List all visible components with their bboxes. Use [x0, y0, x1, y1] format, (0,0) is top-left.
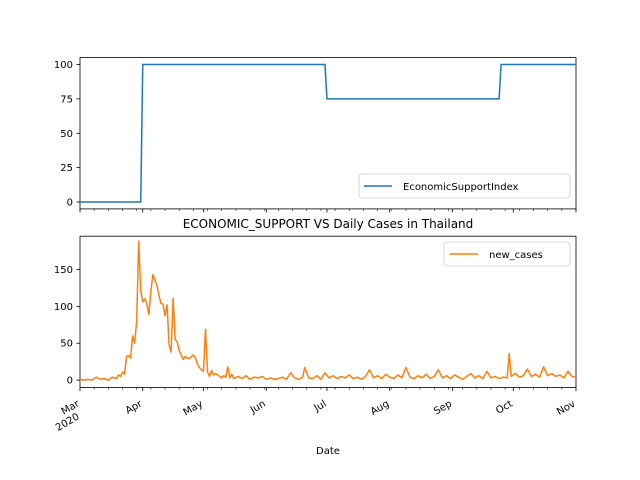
top-y-tick-label: 25: [60, 163, 73, 174]
top-x-axis: [79, 208, 577, 213]
bottom-y-tick-label: 100: [54, 302, 73, 313]
top-y-tick-label: 50: [60, 129, 73, 140]
top-legend-label: EconomicSupportIndex: [403, 182, 519, 193]
chart-title: ECONOMIC_SUPPORT VS Daily Cases in Thail…: [183, 217, 474, 231]
top-legend: EconomicSupportIndex: [358, 173, 571, 199]
bottom-legend-box: [443, 241, 571, 267]
economic-support-panel: 0 25 50 75 100 EconomicSupportIndex: [54, 57, 577, 213]
top-y-tick-label: 0: [67, 198, 73, 209]
bottom-axes-frame: [79, 235, 577, 388]
top-y-tick-label: 75: [60, 94, 73, 105]
bottom-y-tick-label: 150: [54, 265, 73, 276]
bottom-y-tick-label: 0: [67, 376, 73, 387]
top-y-axis: 0 25 50 75 100: [54, 60, 80, 209]
top-y-tick-label: 100: [54, 60, 73, 71]
new-cases-line: [79, 240, 577, 381]
bottom-y-tick-label: 50: [60, 339, 73, 350]
economic-support-index-line: [80, 63, 576, 203]
top-legend-box: [358, 173, 571, 199]
bottom-legend: new_cases: [443, 241, 571, 267]
bottom-y-axis: 0 50 100 150: [54, 265, 80, 387]
x-axis-label: Date: [316, 446, 340, 457]
bottom-legend-label: new_cases: [489, 250, 543, 261]
